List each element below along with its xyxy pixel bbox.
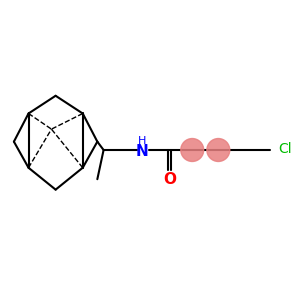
Text: O: O bbox=[163, 172, 176, 187]
Text: Cl: Cl bbox=[278, 142, 291, 156]
Circle shape bbox=[181, 139, 204, 161]
Text: H: H bbox=[138, 136, 146, 146]
Text: N: N bbox=[136, 143, 148, 158]
Circle shape bbox=[207, 139, 230, 161]
